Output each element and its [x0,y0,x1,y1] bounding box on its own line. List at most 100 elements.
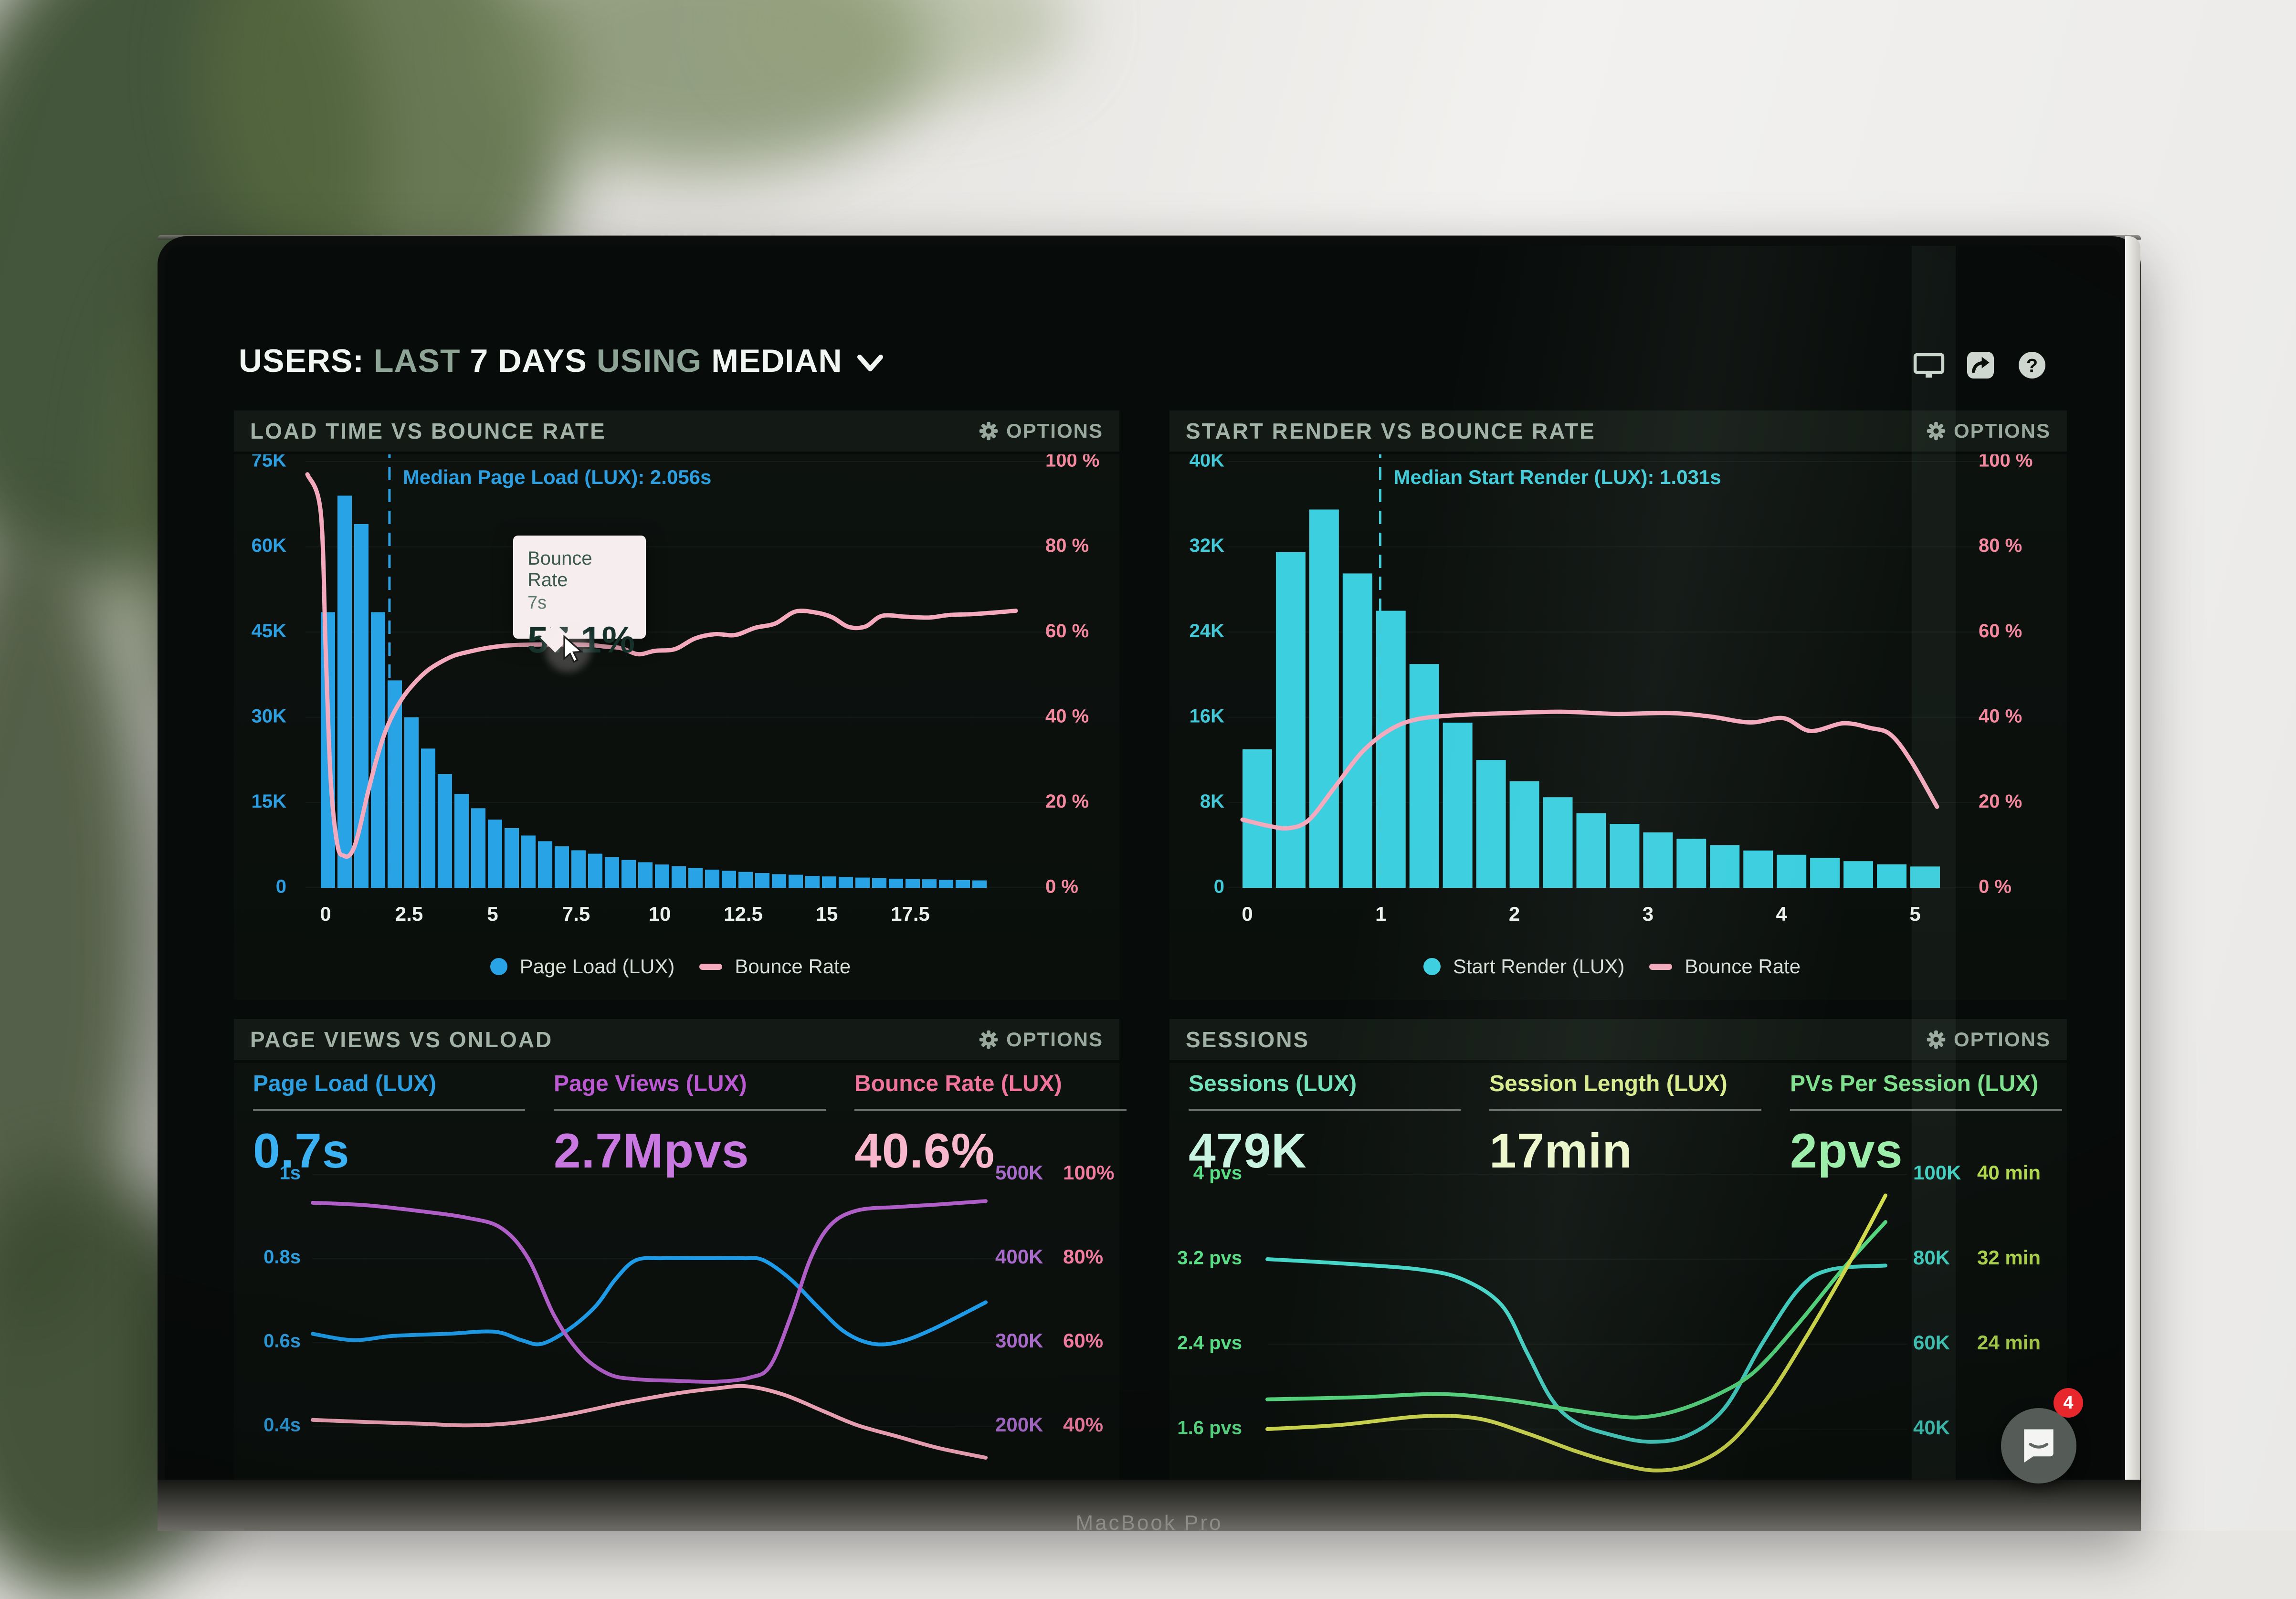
svg-text:5: 5 [487,903,498,925]
svg-text:3.2 pvs: 3.2 pvs [1177,1248,1242,1269]
title-segment: USERS: [239,343,364,379]
svg-text:1s: 1s [280,1163,301,1184]
svg-text:0.4s: 0.4s [263,1415,301,1436]
legend-label: Page Load (LUX) [519,955,675,978]
svg-text:7.5: 7.5 [562,903,590,925]
laptop-deck: MacBook Pro [158,1480,2141,1535]
metric-value: 17min [1489,1124,1632,1178]
gear-icon [979,1030,998,1049]
svg-text:8K: 8K [1200,791,1224,812]
svg-text:0.8s: 0.8s [263,1247,301,1268]
title-segment: 7 DAYS [470,343,587,379]
svg-text:60 %: 60 % [1979,621,2022,642]
svg-text:60%: 60% [1063,1329,1103,1352]
legend-label: Bounce Rate [735,955,851,978]
svg-text:4 pvs: 4 pvs [1193,1163,1242,1184]
metric-sessions: Sessions (LUX) 479K [1189,1071,1489,1179]
tooltip-bucket: 7s [527,593,547,613]
metric-rule [1189,1109,1461,1111]
svg-text:0: 0 [1214,876,1224,897]
chat-button[interactable] [2001,1408,2076,1483]
options-button[interactable]: OPTIONS [979,1028,1103,1051]
page-title[interactable]: USERS: LAST 7 DAYS USING MEDIAN [239,340,884,382]
svg-text:80 %: 80 % [1979,535,2022,556]
options-label: OPTIONS [1006,420,1103,442]
metrics-row: Page Load (LUX) 0.7s Page Views (LUX) 2.… [253,1071,1127,1179]
svg-text:30K: 30K [252,705,286,726]
panel-title: PAGE VIEWS VS ONLOAD [250,1027,553,1052]
svg-text:2.5: 2.5 [395,903,423,925]
options-button[interactable]: OPTIONS [1926,420,2051,442]
svg-text:17.5: 17.5 [891,903,930,925]
legend-label: Bounce Rate [1685,955,1801,978]
svg-text:Median Start Render (LUX): 1.0: Median Start Render (LUX): 1.031s [1393,466,1721,488]
svg-text:500K: 500K [995,1161,1043,1184]
metric-page-load: Page Load (LUX) 0.7s [253,1071,554,1179]
svg-text:15K: 15K [252,791,286,812]
options-button[interactable]: OPTIONS [979,420,1103,442]
share-icon[interactable] [1965,349,1996,381]
svg-text:2.4 pvs: 2.4 pvs [1177,1333,1242,1354]
metric-rule [1790,1109,2062,1111]
sessions-chart[interactable]: 4 pvs 100K 40 min 3.2 pvs 80K 32 min 2.4 pvs 60… [1169,1019,2067,1481]
chat-bubble-icon [2024,1429,2054,1463]
svg-text:100K: 100K [1913,1161,1961,1184]
svg-text:60 %: 60 % [1045,621,1089,642]
metric-session-length: Session Length (LUX) 17min [1489,1071,1790,1179]
panel-load-time: 75K 100 % 60K 80 % 45K 60 % 30K 40 % 15K 20 % 0 0 %… [234,410,1119,1000]
svg-text:40 min: 40 min [1977,1161,2041,1184]
metric-label: PVs Per Session (LUX) [1790,1071,2039,1096]
svg-text:3: 3 [1643,903,1654,925]
svg-text:0 %: 0 % [1045,876,1078,897]
legend-dot [490,958,507,975]
start-render-chart[interactable]: 40K 100 %32K 80 %24K 60 %16K 40 %8K 20 %0 0 %0… [1169,410,2067,1000]
panel-start-render: 40K 100 % 32K 80 % 24K 60 % 16K 40 % 8K 20 % 0 0 % 0… [1169,410,2067,1000]
header-toolbar: ? [1913,349,2048,381]
svg-text:10: 10 [649,903,671,925]
page-views-chart[interactable]: 1s 500K 100% 0.8s 400K 80% 0.6s 300K 60% 0.4s 200K… [234,1019,1119,1481]
gear-icon [1927,1030,1946,1049]
svg-text:20 %: 20 % [1979,791,2022,812]
panel-page-views: 1s 500K 100% 0.8s 400K 80% 0.6s 300K 60% 0.4s 200K… [234,1019,1127,1481]
svg-text:24K: 24K [1190,621,1224,642]
metric-rule [1489,1109,1761,1111]
laptop-right-edge [2125,236,2140,1531]
svg-text:12.5: 12.5 [724,903,763,925]
svg-text:40%: 40% [1063,1413,1103,1436]
metric-page-views: Page Views (LUX) 2.7Mpvs [554,1071,854,1179]
metric-label: Sessions (LUX) [1189,1071,1357,1096]
brand-label: MacBook Pro [1075,1511,1223,1535]
panel-title: START RENDER VS BOUNCE RATE [1186,419,1596,443]
chevron-down-icon[interactable] [856,345,884,382]
svg-text:60K: 60K [1913,1331,1950,1354]
gear-icon [1927,421,1946,441]
svg-text:40K: 40K [1913,1416,1950,1439]
help-icon[interactable]: ? [2016,349,2048,381]
svg-text:2: 2 [1509,903,1520,925]
metric-value: 2.7Mpvs [554,1124,749,1178]
panel-header: LOAD TIME VS BOUNCE RATE OPTIONS [234,410,1119,454]
svg-text:20 %: 20 % [1045,791,1089,812]
options-label: OPTIONS [1006,1028,1103,1051]
svg-text:40 %: 40 % [1979,705,2022,726]
metric-bounce-rate: Bounce Rate (LUX) 40.6% [854,1071,1155,1179]
panel-header: SESSIONS OPTIONS [1169,1019,2067,1063]
svg-text:400K: 400K [995,1245,1043,1268]
mouse-cursor [557,634,587,667]
panel-header: START RENDER VS BOUNCE RATE OPTIONS [1169,410,2067,454]
svg-text:0: 0 [320,903,331,925]
svg-text:Median Page Load (LUX): 2.056s: Median Page Load (LUX): 2.056s [403,466,712,488]
chart-legend: Start Render (LUX) Bounce Rate [1169,955,2067,978]
svg-text:80 %: 80 % [1045,535,1089,556]
options-button[interactable]: OPTIONS [1926,1028,2051,1051]
panel-sessions: 4 pvs 100K 40 min 3.2 pvs 80K 32 min 2.4 pvs 60… [1169,1019,2067,1481]
load-time-chart[interactable]: 75K 100 %60K 80 %45K 60 %30K 40 %15K 20 %0 0 %… [234,410,1119,1000]
metric-value: 479K [1189,1124,1307,1178]
legend-dot [1423,958,1441,975]
metric-label: Session Length (LUX) [1489,1071,1727,1096]
panel-header: PAGE VIEWS VS ONLOAD OPTIONS [234,1019,1119,1063]
metric-label: Page Views (LUX) [554,1071,747,1096]
options-label: OPTIONS [1953,420,2051,442]
legend-dash [1649,963,1673,970]
display-icon[interactable] [1913,349,1945,381]
